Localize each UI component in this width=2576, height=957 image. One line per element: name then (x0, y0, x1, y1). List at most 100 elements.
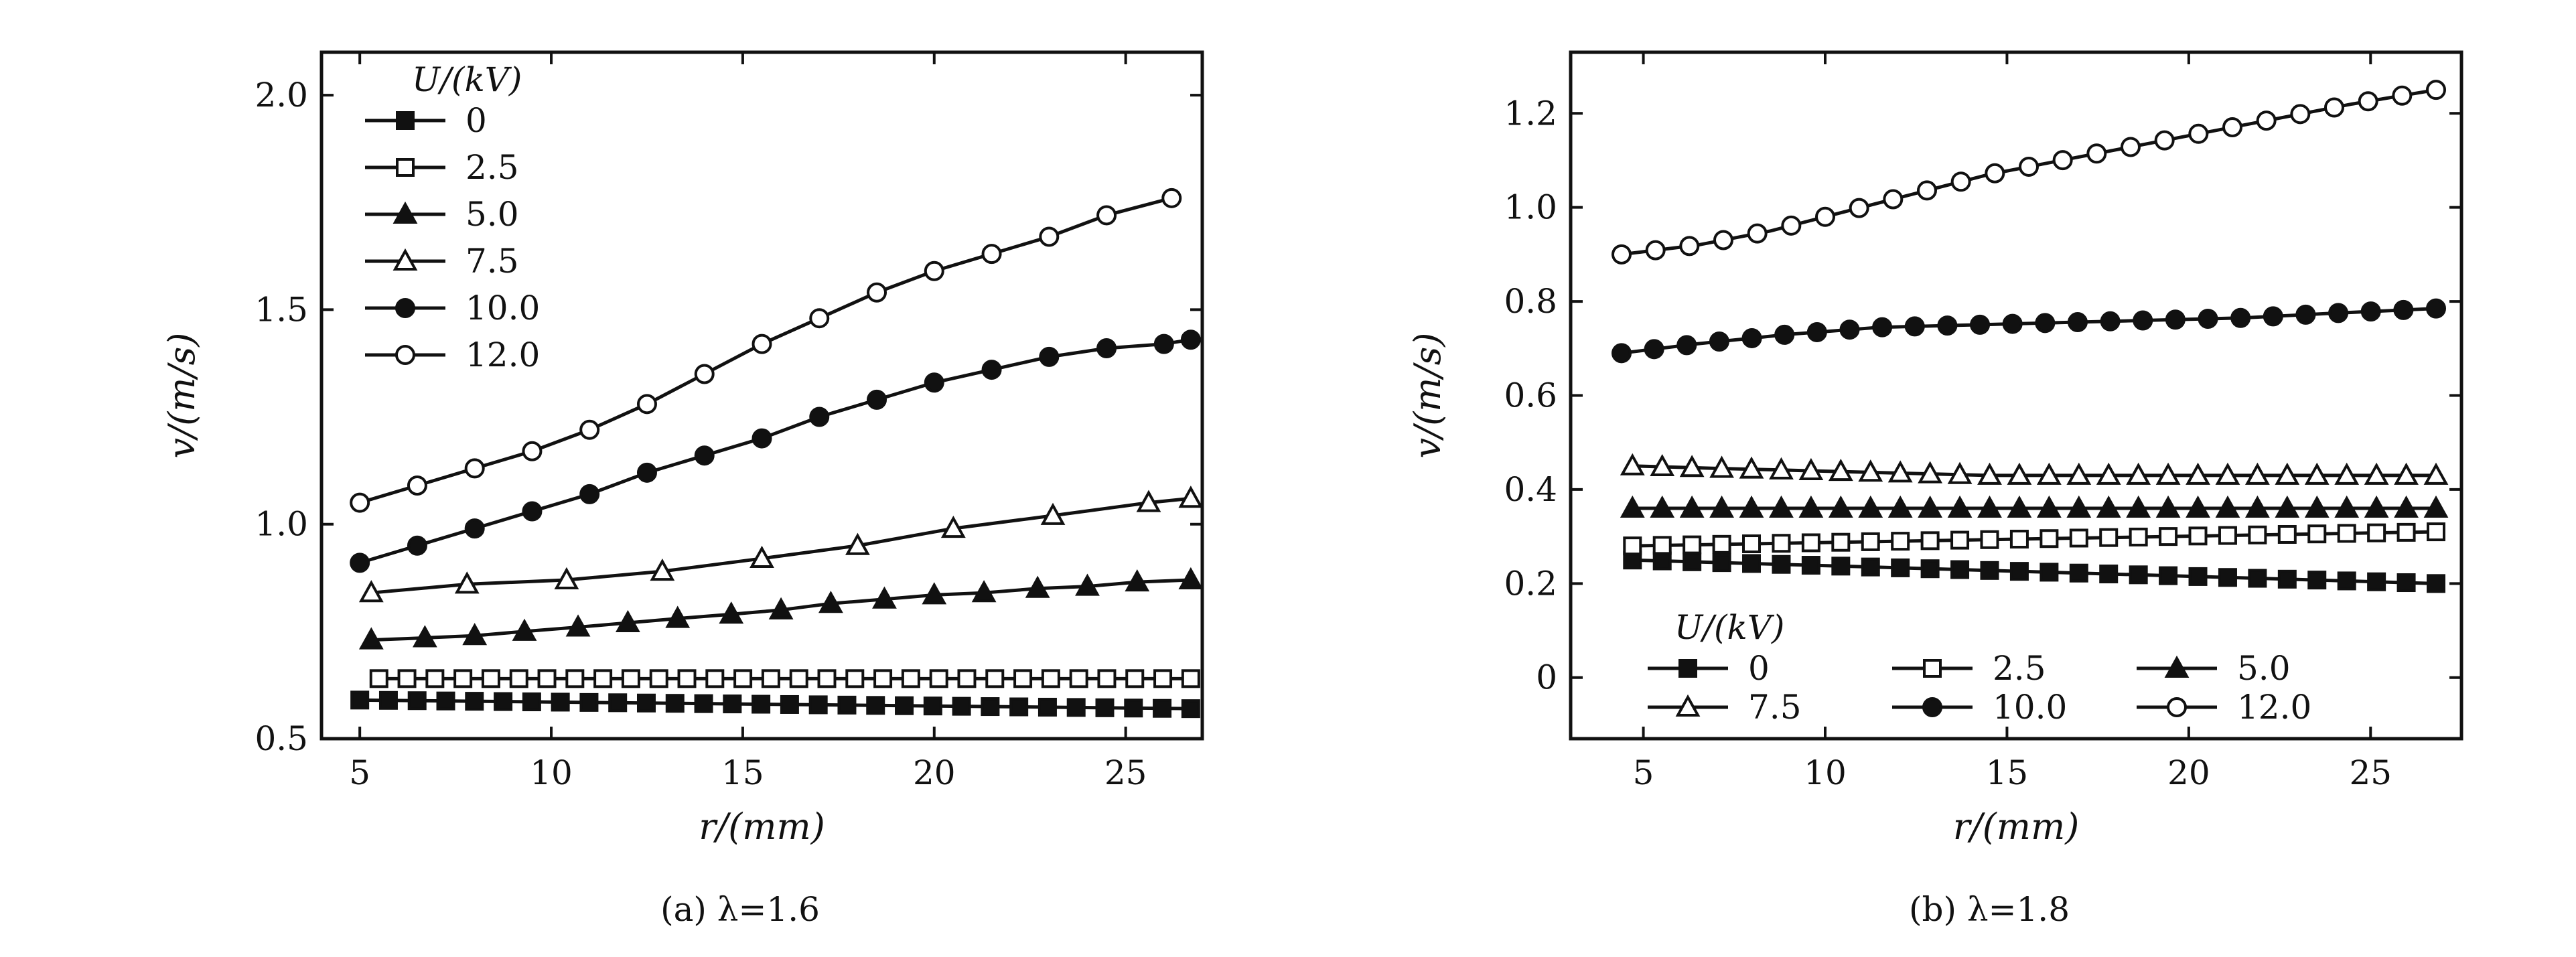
data-point (867, 282, 887, 303)
data-point (1831, 557, 1851, 576)
data-point (2328, 303, 2349, 323)
data-point (2263, 306, 2283, 327)
data-point (1153, 669, 1173, 688)
data-point (2256, 111, 2277, 131)
data-point (1620, 495, 1645, 518)
data-point (1858, 495, 1883, 518)
data-point (2307, 571, 2327, 590)
data-point (665, 605, 691, 628)
data-point (2007, 495, 2032, 518)
y-axis-label: v/(m/s) (161, 333, 203, 459)
data-point (1161, 188, 1182, 208)
data-point (665, 694, 685, 713)
legend: U/(kV)0 2.5 5.0 7.5 10.0 12.0 (365, 60, 540, 374)
data-point (522, 501, 543, 522)
data-point (866, 696, 885, 715)
data-point (1798, 495, 1824, 518)
data-point (2069, 528, 2088, 548)
data-point (1712, 553, 1731, 573)
series-2.5 (1623, 522, 2445, 556)
x-tick-label: 10 (1804, 753, 1847, 792)
data-point (1947, 495, 1973, 518)
data-point (789, 669, 808, 688)
data-point (1839, 319, 1860, 340)
data-point (940, 515, 966, 538)
y-tick-label: 0.6 (1504, 376, 1557, 415)
data-point (636, 462, 657, 483)
data-point (677, 669, 697, 688)
data-point (1947, 461, 1973, 484)
data-point (1013, 669, 1033, 688)
data-point (1828, 459, 1853, 482)
data-point (2334, 462, 2360, 485)
legend-label: 12.0 (466, 336, 540, 374)
series-10.0 (1612, 298, 2446, 364)
data-point (1741, 327, 1762, 348)
y-tick-label: 0.2 (1504, 564, 1557, 603)
data-point (1178, 567, 1204, 589)
data-point (2066, 495, 2092, 518)
data-point (2096, 495, 2121, 518)
data-point (2035, 313, 2056, 334)
data-point (1620, 453, 1645, 475)
data-point (1970, 314, 1991, 335)
data-point (2165, 309, 2186, 330)
series-5.0 (1620, 495, 2449, 518)
x-tick-label: 10 (530, 753, 573, 792)
data-point (1069, 669, 1088, 688)
legend-label: 5.0 (466, 195, 519, 234)
data-point (2394, 495, 2419, 518)
data-point (1980, 530, 1999, 549)
data-point (1709, 455, 1734, 478)
data-point (2040, 529, 2059, 548)
data-point (554, 567, 579, 589)
data-point (2295, 304, 2316, 325)
data-point (2019, 156, 2039, 177)
legend-item: 0 (365, 101, 487, 140)
data-point (694, 364, 715, 384)
y-tick-label: 0 (1536, 658, 1557, 697)
legend-label: 0 (1748, 649, 1770, 688)
data-point (1891, 532, 1910, 551)
data-point (2129, 527, 2148, 546)
data-point (952, 696, 971, 716)
data-point (2394, 462, 2419, 485)
data-point (1039, 226, 1060, 247)
chart-b-caption: (b) λ=1.8 (1909, 890, 2070, 929)
data-point (1040, 502, 1066, 525)
data-point (522, 692, 541, 711)
data-point (358, 580, 384, 603)
legend-label: 0 (466, 101, 487, 140)
x-axis-label: r/(mm) (699, 806, 825, 848)
legend-marker (395, 298, 415, 318)
data-point (1623, 536, 1642, 556)
data-point (565, 614, 591, 637)
data-point (1849, 198, 1869, 218)
data-point (2186, 495, 2210, 518)
x-tick-label: 25 (2349, 753, 2392, 792)
data-point (1041, 669, 1060, 688)
x-tick-label: 20 (2167, 753, 2210, 792)
data-point (2334, 495, 2360, 518)
data-point (1709, 495, 1734, 518)
data-point (2002, 313, 2023, 334)
data-point (1181, 669, 1200, 688)
legend-item: 2.5 (365, 148, 519, 187)
data-point (1883, 189, 1904, 210)
data-point (1769, 457, 1794, 480)
series-7.5 (358, 486, 1204, 603)
legend-marker (395, 345, 415, 365)
data-point (1774, 324, 1795, 345)
data-point (1652, 536, 1672, 555)
data-point (1096, 205, 1117, 226)
data-point (579, 484, 600, 504)
data-point (1125, 569, 1150, 592)
data-point (636, 394, 657, 415)
data-point (733, 669, 753, 688)
data-point (1742, 534, 1762, 554)
legend-item: 12.0 (2137, 688, 2311, 727)
data-point (2423, 495, 2449, 518)
data-point (1887, 460, 1913, 483)
data-point (2275, 462, 2300, 485)
